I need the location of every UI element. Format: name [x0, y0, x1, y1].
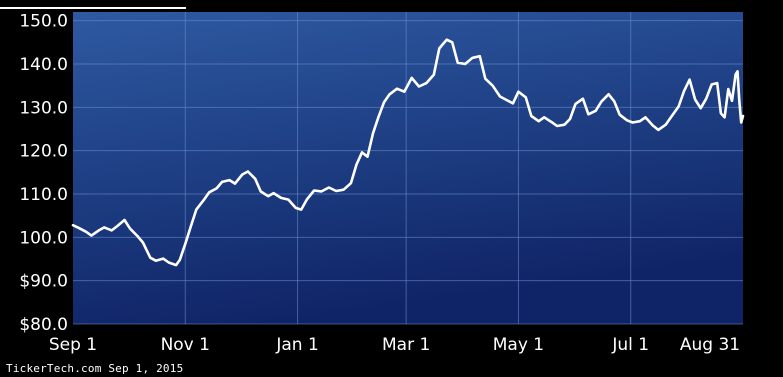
y-axis-ticks: $80.0 $90.0 100.0 110.0 120.0 130.0 140.0 150.0	[19, 12, 68, 335]
y-tick-label: $90.0	[19, 272, 68, 292]
y-tick-label: 140.0	[19, 55, 68, 75]
series-line-layer	[71, 38, 745, 267]
source-credit[interactable]: TickerTech.com Sep 1, 2015	[6, 362, 184, 375]
y-tick-label: 150.0	[19, 12, 68, 32]
y-tick-label: 100.0	[19, 228, 68, 248]
grid	[73, 12, 743, 325]
y-tick-label: $80.0	[19, 315, 68, 335]
x-tick-label: Sep 1	[49, 335, 97, 355]
x-tick-label: Jul 1	[611, 335, 649, 355]
x-tick-label: Mar 1	[382, 335, 430, 355]
price-series-line	[71, 38, 745, 267]
plot-area	[73, 12, 743, 324]
y-tick-label: 120.0	[19, 142, 68, 162]
x-axis-ticks: Sep 1 Nov 1 Jan 1 Mar 1 May 1 Jul 1 Aug 31	[49, 335, 740, 355]
y-tick-label: 130.0	[19, 98, 68, 118]
x-tick-label: Nov 1	[161, 335, 210, 355]
y-tick-label: 110.0	[19, 185, 68, 205]
chart-title-link[interactable]	[0, 0, 186, 9]
x-tick-label: May 1	[493, 335, 544, 355]
x-tick-label: Aug 31	[680, 335, 740, 355]
x-tick-label: Jan 1	[275, 335, 318, 355]
